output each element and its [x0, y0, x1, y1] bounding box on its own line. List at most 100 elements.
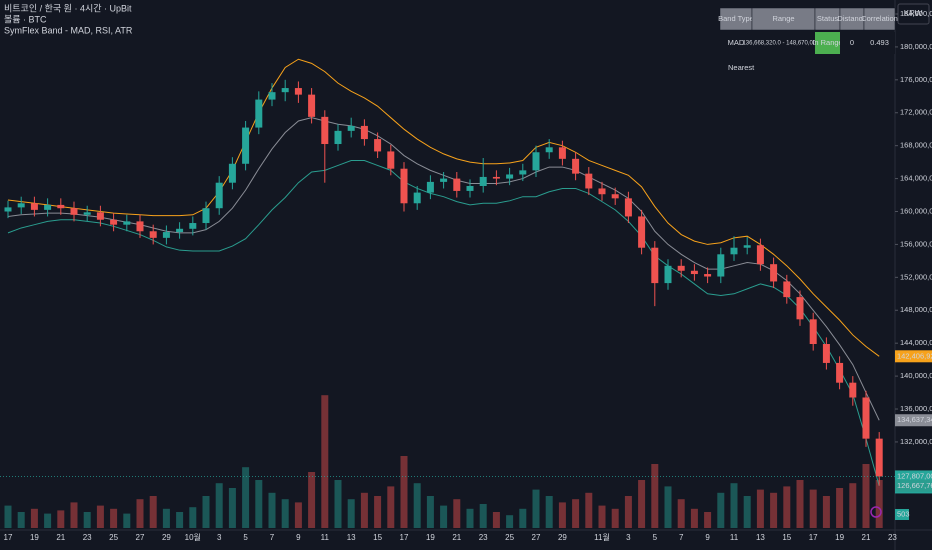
volume-bar: [519, 508, 527, 528]
candle-body: [651, 247, 659, 284]
candle-body: [334, 130, 342, 145]
candle-body: [809, 319, 817, 345]
volume-bar: [44, 513, 52, 528]
candle-body: [110, 219, 118, 225]
table-value: In Range: [812, 38, 842, 47]
volume-bar: [743, 496, 751, 528]
price-tag: [895, 350, 932, 363]
y-tick-label: 140,000,000: [900, 371, 932, 380]
event-icon[interactable]: [870, 506, 882, 518]
candle-body: [4, 207, 12, 212]
candle-body: [123, 221, 131, 225]
volume-tag: [895, 509, 909, 520]
volume-bar: [862, 464, 870, 528]
volume-bar: [558, 502, 566, 528]
x-tick-label: 25: [505, 533, 514, 542]
candle-body: [374, 139, 382, 152]
x-tick-label: 5: [243, 533, 248, 542]
candle-body: [638, 216, 646, 248]
candle-body: [440, 178, 448, 182]
x-tick-label: 29: [162, 533, 171, 542]
candle-body: [572, 158, 580, 174]
volume-bar: [334, 480, 342, 528]
candle-body: [202, 208, 210, 224]
x-tick-label: 21: [862, 533, 871, 542]
volume-bar: [440, 505, 448, 528]
candle-body: [492, 176, 500, 179]
volume-bar: [162, 508, 170, 528]
candle-body: [281, 88, 289, 93]
volume-bar: [624, 496, 632, 528]
table-note: Nearest: [728, 63, 755, 72]
volume-bar: [374, 496, 382, 528]
table-header: Status: [817, 14, 839, 23]
table-cell: [752, 32, 815, 54]
volume-bar: [215, 483, 223, 528]
volume-bar: [651, 464, 659, 528]
y-tick-label: 180,000,000: [900, 42, 932, 51]
candle-body: [704, 274, 712, 277]
x-tick-label: 27: [532, 533, 541, 542]
table-value: MAD: [728, 38, 745, 47]
x-tick-label: 17: [400, 533, 409, 542]
volume-bar: [426, 496, 434, 528]
candle-body: [96, 212, 104, 220]
volume-bar: [242, 467, 250, 528]
table-header-cell: [863, 7, 896, 31]
volume-bar: [176, 512, 184, 528]
candle-body: [83, 212, 91, 215]
volume-bar: [730, 483, 738, 528]
volume-bar: [704, 512, 712, 528]
candle-body: [730, 247, 738, 255]
candle-body: [717, 254, 725, 277]
candle-body: [57, 204, 65, 209]
candle-body: [624, 198, 632, 217]
candle-body: [136, 221, 144, 232]
x-tick-label: 21: [452, 533, 461, 542]
x-tick-label: 3: [626, 533, 631, 542]
volume-bar: [677, 499, 685, 528]
candle-body: [189, 223, 197, 229]
x-tick-label: 23: [888, 533, 897, 542]
candle-body: [862, 397, 870, 439]
volume-bar: [360, 492, 368, 528]
x-tick-label: 17: [4, 533, 13, 542]
candle-body: [756, 245, 764, 265]
volume-bar: [664, 486, 672, 528]
volume-bar: [228, 488, 236, 528]
volume-bar: [70, 502, 78, 528]
candle-body: [387, 151, 395, 169]
candle-body: [677, 265, 685, 271]
candle-body: [506, 174, 514, 179]
table-header: Range: [772, 14, 794, 23]
candle-body: [149, 231, 157, 238]
y-tick-label: 144,000,000: [900, 338, 932, 347]
candle-body: [294, 88, 302, 95]
volume-bar: [466, 508, 474, 528]
price-tag-label: 142,406,920.3: [897, 351, 932, 360]
x-tick-label: 9: [296, 533, 301, 542]
currency: KRW: [904, 9, 923, 18]
candle-body: [228, 163, 236, 183]
x-tick-label: 19: [835, 533, 844, 542]
volume-bar: [308, 472, 316, 528]
volume-bar: [453, 499, 461, 528]
candle-body: [30, 203, 38, 210]
volume-bar: [585, 492, 593, 528]
candle-body: [783, 281, 791, 298]
volume-bar: [875, 480, 883, 528]
candle-body: [849, 382, 857, 398]
volume-bar: [17, 512, 25, 528]
candle-body: [558, 147, 566, 159]
volume-bar: [268, 492, 276, 528]
candle-body: [70, 208, 78, 215]
volume-bar: [545, 496, 553, 528]
x-tick-label: 23: [83, 533, 92, 542]
y-tick-label: 132,000,000: [900, 437, 932, 446]
candle-body: [611, 194, 619, 199]
volume-bar: [717, 492, 725, 528]
x-tick-label: 25: [109, 533, 118, 542]
candle-body: [347, 125, 355, 131]
